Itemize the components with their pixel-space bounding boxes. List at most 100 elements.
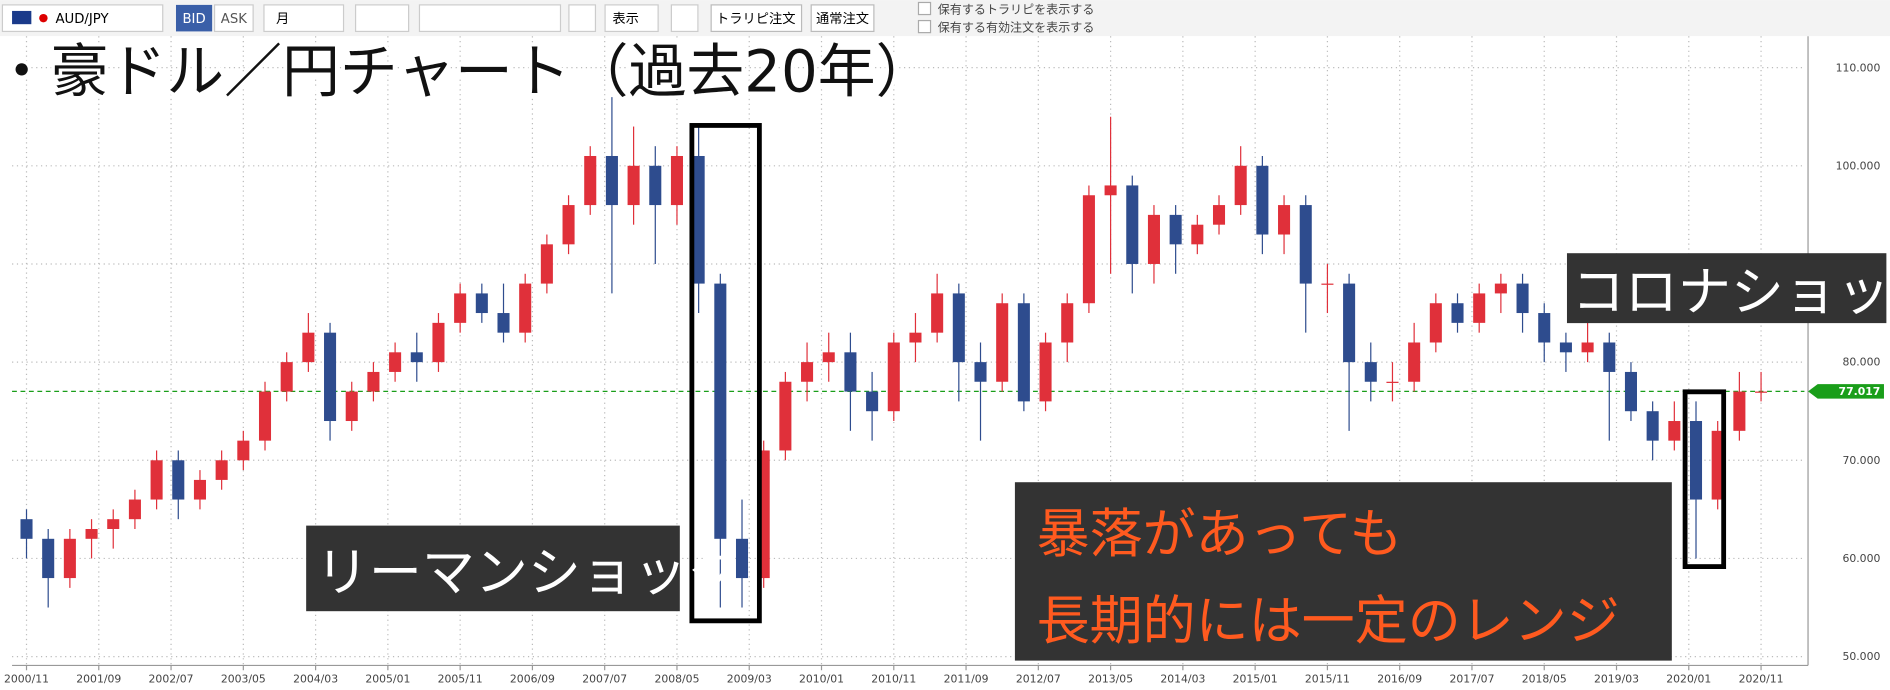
- annotation: コロナショック: [1572, 261, 1890, 323]
- x-tick-label: 2019/03: [1594, 672, 1639, 685]
- chart-type-select[interactable]: [354, 4, 410, 33]
- candle-body: [432, 322, 445, 363]
- x-tick-label: 2002/07: [149, 672, 194, 685]
- flag: [12, 10, 32, 25]
- candle-body: [1408, 342, 1421, 382]
- candle-body: [1559, 342, 1572, 353]
- candle-body: [85, 528, 98, 539]
- y-tick-label: 70.000: [1842, 454, 1880, 467]
- order-button[interactable]: [810, 4, 875, 33]
- x-tick-label: 2014/03: [1160, 672, 1205, 685]
- candle-body: [150, 460, 163, 500]
- x-tick-label: 2016/09: [1377, 672, 1422, 685]
- candle-body: [1603, 342, 1616, 372]
- checkbox[interactable]: [917, 19, 932, 34]
- candle-body: [1451, 303, 1464, 323]
- candle-body: [237, 440, 250, 461]
- candle-body: [909, 332, 922, 343]
- traripi-order: トラリピ注文: [716, 11, 796, 27]
- candle-body: [42, 538, 55, 579]
- x-tick-label: 2007/07: [582, 672, 627, 685]
- tool-button[interactable]: [568, 4, 597, 33]
- symbol: AUD/JPY: [55, 12, 109, 27]
- candle-body: [1538, 313, 1551, 343]
- x-tick-label: 2004/03: [293, 672, 338, 685]
- candle-body: [389, 352, 402, 372]
- candle-body: [345, 391, 358, 422]
- bid-button[interactable]: [175, 4, 213, 32]
- candle-body: [454, 293, 467, 323]
- candle-body: [63, 538, 76, 579]
- candle-body: [302, 332, 315, 363]
- flag-jp: [39, 13, 48, 23]
- candle-body: [540, 244, 553, 284]
- candle-body: [1364, 362, 1377, 382]
- candle-body: [1104, 185, 1117, 196]
- checkbox[interactable]: [917, 1, 932, 16]
- y-tick-label: 80.000: [1842, 356, 1880, 369]
- candle-body: [1278, 205, 1291, 235]
- toolbar-controls: AUD/JPY BID ASK 月 表示 トラリピ注文 通常注文 保有するトラリ…: [1, 1, 1095, 34]
- candle-body: [605, 155, 618, 206]
- candle-body: [1234, 165, 1247, 206]
- candle-body: [887, 342, 900, 412]
- ask-button[interactable]: [213, 4, 254, 33]
- highlight-box: [689, 123, 762, 624]
- annotation: リーマンショック: [316, 542, 740, 604]
- candle-body: [801, 362, 814, 382]
- candle-body: [1733, 391, 1746, 431]
- candle-body: [1386, 381, 1399, 383]
- candle-body: [1343, 283, 1356, 363]
- annotation: 暴落があっても: [1037, 503, 1403, 565]
- y-tick-label: 60.000: [1842, 552, 1880, 565]
- x-tick-label: 2010/01: [799, 672, 844, 685]
- display: 表示: [612, 11, 639, 27]
- candle-body: [996, 303, 1009, 382]
- bid: BID: [182, 12, 205, 27]
- candle-body: [1321, 283, 1334, 285]
- x-tick-label: 2015/01: [1233, 672, 1278, 685]
- x-tick-label: 2015/11: [1305, 672, 1350, 685]
- x-tick-label: 2018/05: [1522, 672, 1567, 685]
- candle-body: [1429, 303, 1442, 343]
- candle-body: [692, 155, 705, 284]
- normal-order: 通常注文: [816, 11, 869, 27]
- candle-body: [172, 460, 185, 500]
- candle-body: [1755, 391, 1768, 393]
- y-tick-label: 100.000: [1836, 159, 1881, 172]
- x-tick-label: 2012/07: [1016, 672, 1061, 685]
- candle-body: [670, 155, 683, 206]
- period-select[interactable]: [263, 4, 345, 33]
- show-orders: 保有する有効注文を表示する: [938, 19, 1095, 34]
- candle-body: [497, 313, 510, 333]
- last-price-tag: [1808, 384, 1884, 399]
- zoom-tools[interactable]: [418, 4, 562, 33]
- candle-body: [1017, 303, 1030, 402]
- display-select[interactable]: [604, 4, 659, 33]
- x-tick-label: 2017/07: [1449, 672, 1494, 685]
- candle-body: [1668, 421, 1681, 441]
- candle-body: [128, 499, 141, 520]
- candle-body: [1581, 342, 1594, 353]
- candle-body: [410, 352, 423, 363]
- x-tick-label: 2006/09: [510, 672, 555, 685]
- x-tick-label: 2010/11: [871, 672, 916, 685]
- candle-body: [1212, 205, 1226, 225]
- candle-body: [866, 391, 879, 412]
- candle-body: [258, 391, 272, 441]
- y-tick-label: 50.000: [1842, 650, 1880, 663]
- candle-body: [1494, 283, 1507, 294]
- candle-body: [519, 283, 532, 333]
- candle-body: [952, 293, 965, 363]
- x-tick-label: 2020/11: [1739, 672, 1784, 685]
- x-tick-label: 2001/09: [76, 672, 121, 685]
- traripi-button[interactable]: [710, 4, 803, 33]
- annotation-box: [1014, 482, 1672, 661]
- x-tick-label: 2011/09: [944, 672, 989, 685]
- y-tick-label: 110.000: [1836, 61, 1881, 74]
- expand-button[interactable]: [670, 4, 699, 33]
- annotation-box: [306, 525, 680, 612]
- x-tick-label: 2008/05: [654, 672, 699, 685]
